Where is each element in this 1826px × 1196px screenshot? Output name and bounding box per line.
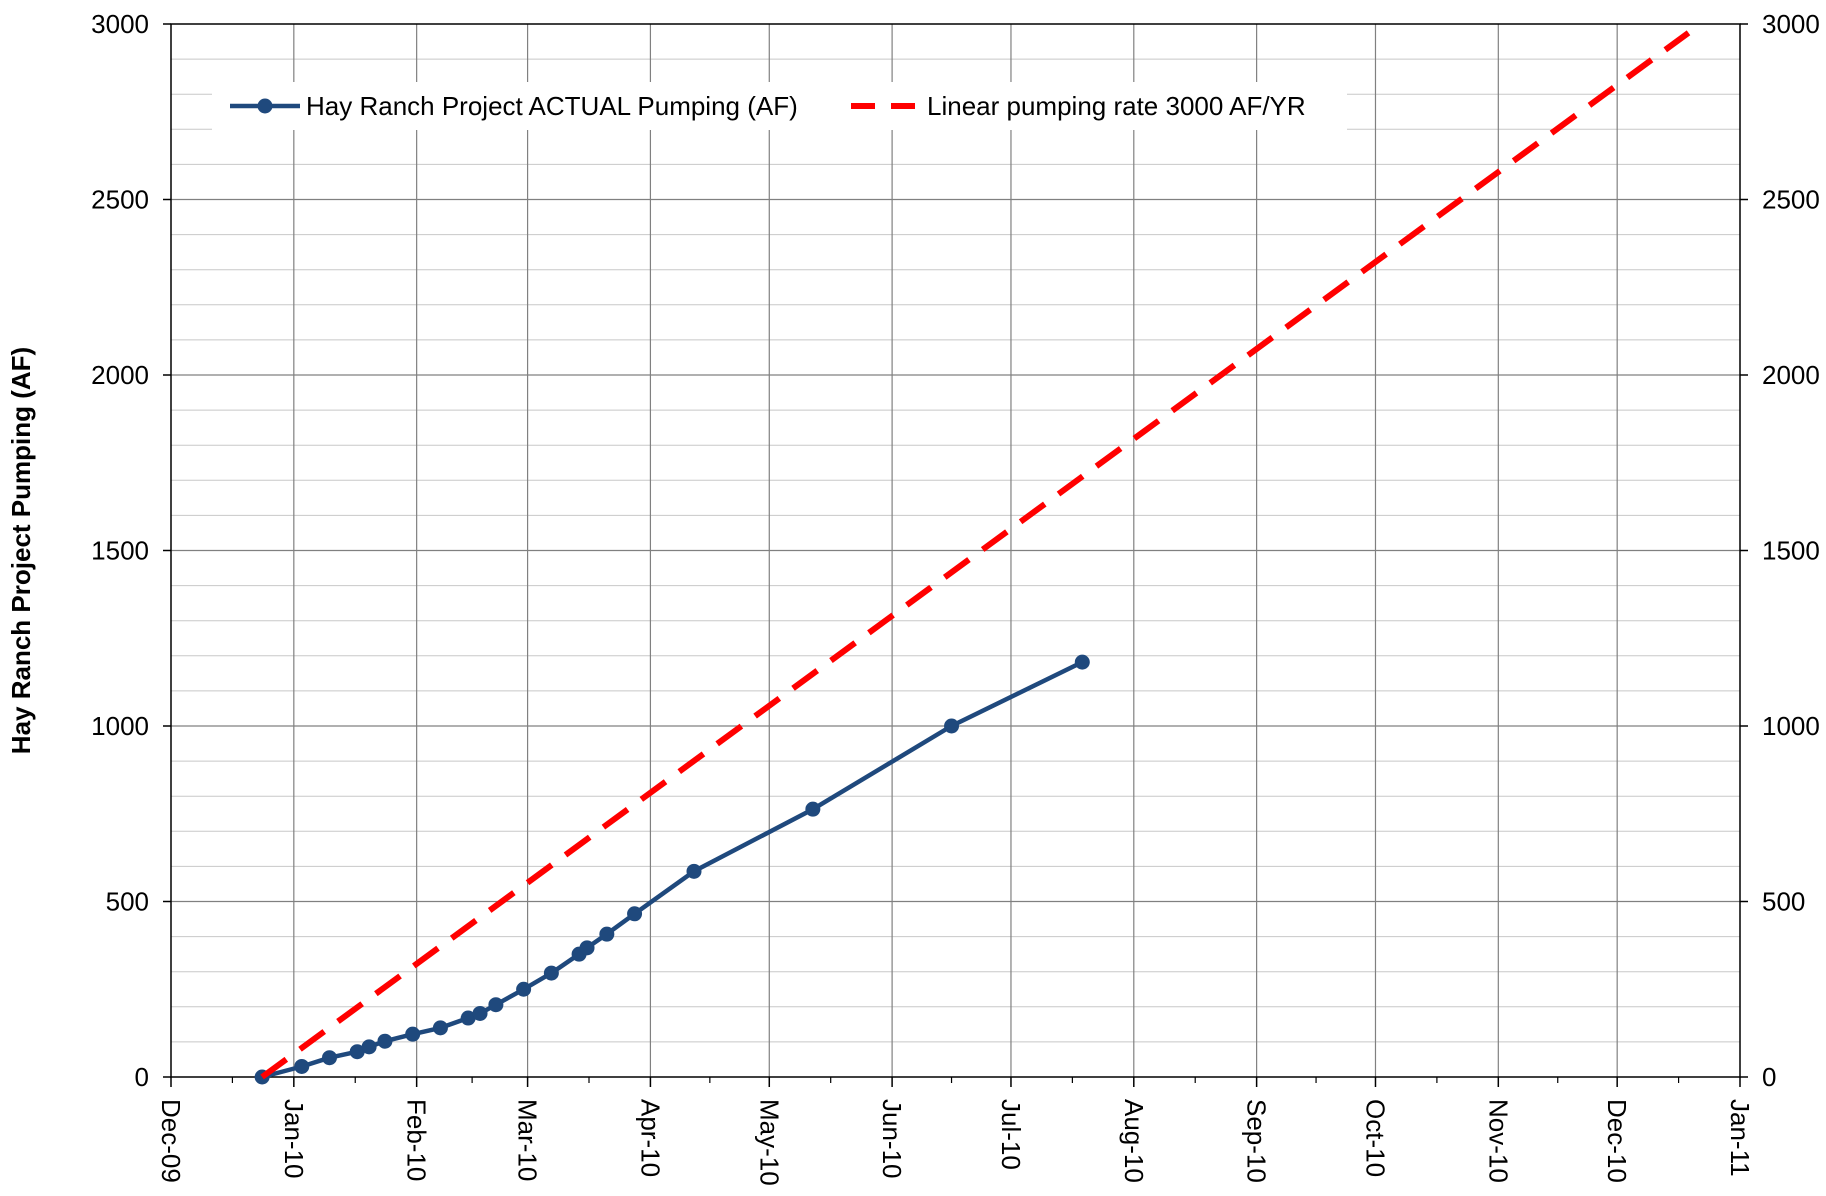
data-point: [321, 1050, 337, 1066]
y-tick-label: 1500: [91, 536, 149, 566]
x-tick-label: Oct-10: [1360, 1099, 1390, 1177]
y-right-tick-label: 2000: [1762, 360, 1820, 390]
x-tick-label: May-10: [754, 1099, 784, 1186]
x-tick-label: Sep-10: [1242, 1099, 1272, 1183]
y-tick-label: 2000: [91, 360, 149, 390]
legend-box: [212, 82, 1347, 130]
y-right-tick-label: 0: [1762, 1062, 1776, 1092]
y-right-tick-label: 3000: [1762, 9, 1820, 39]
data-point: [686, 863, 702, 879]
y-right-tick-label: 1500: [1762, 536, 1820, 566]
data-point: [627, 906, 643, 922]
legend: Hay Ranch Project ACTUAL Pumping (AF) Lin…: [212, 82, 1347, 130]
y-tick-label: 500: [106, 887, 149, 917]
data-point: [1074, 654, 1090, 670]
y-right-tick-label: 2500: [1762, 185, 1820, 215]
x-tick-label: Jan-10: [279, 1099, 309, 1179]
data-point: [361, 1039, 377, 1055]
x-tick-label: Apr-10: [635, 1099, 665, 1177]
x-tick-label: Jun-10: [877, 1099, 907, 1179]
data-point: [460, 1010, 476, 1026]
series: [254, 30, 1691, 1085]
data-point: [579, 940, 595, 956]
axes: Dec-09 Jan-10 Feb-10 Mar-10 Apr-10 May-10 Jun-…: [91, 9, 1820, 1186]
data-point: [432, 1020, 448, 1036]
data-point: [805, 801, 821, 817]
x-tick-label: Jan-11: [1725, 1099, 1755, 1177]
data-point: [377, 1033, 393, 1049]
data-point: [599, 926, 615, 942]
series-line-linear-rate: [260, 30, 1691, 1080]
y-tick-label: 0: [135, 1062, 149, 1092]
data-point: [472, 1005, 488, 1021]
data-point: [944, 718, 960, 734]
y-tick-label: 1000: [91, 711, 149, 741]
data-point: [516, 981, 532, 997]
x-tick-label: Dec-10: [1602, 1099, 1632, 1183]
y-right-tick-label: 500: [1762, 887, 1805, 917]
data-point: [488, 997, 504, 1013]
x-tick-label: Jul-10: [996, 1099, 1026, 1170]
x-tick-label: Nov-10: [1483, 1099, 1513, 1183]
legend-swatch-marker: [257, 98, 273, 114]
data-point: [543, 965, 559, 981]
legend-label: Linear pumping rate 3000 AF/YR: [927, 91, 1306, 121]
x-tick-label: Feb-10: [402, 1099, 432, 1181]
y-tick-label: 2500: [91, 185, 149, 215]
x-tick-label: Aug-10: [1119, 1099, 1149, 1183]
x-tick-label: Mar-10: [513, 1099, 543, 1181]
y-axis-title: Hay Ranch Project Pumping (AF): [6, 347, 36, 754]
legend-label: Hay Ranch Project ACTUAL Pumping (AF): [306, 91, 798, 121]
y-tick-label: 3000: [91, 9, 149, 39]
data-point: [349, 1044, 365, 1060]
data-point: [405, 1026, 421, 1042]
x-tick-label: Dec-09: [156, 1099, 186, 1183]
data-point: [294, 1058, 310, 1074]
y-right-tick-label: 1000: [1762, 711, 1820, 741]
